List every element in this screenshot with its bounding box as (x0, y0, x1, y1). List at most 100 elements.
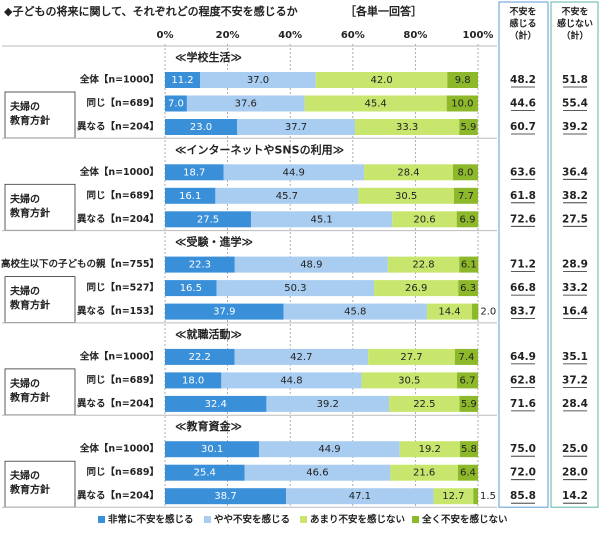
total-label: 28.4 (562, 398, 588, 410)
bar-segment (165, 95, 187, 112)
bar-segment (457, 372, 478, 389)
bar-segment (473, 488, 478, 505)
value-label: 22.3 (189, 260, 211, 271)
section-title: ≪インターネットやSNSの利用≫ (175, 142, 344, 156)
value-label: 30.5 (398, 375, 420, 386)
bar-segment (216, 280, 375, 297)
value-label: 23.0 (190, 122, 212, 133)
section-title: ≪学校生活≫ (175, 50, 242, 64)
legend-swatch (204, 516, 211, 523)
total-label: 72.6 (510, 213, 536, 225)
bar-segment (387, 256, 460, 273)
bar-segment (286, 488, 434, 505)
legend-label: 全く不安を感じない (421, 514, 508, 526)
bar-segment (452, 164, 478, 181)
row-label: 全体【n=1000】 (79, 166, 159, 178)
value-label: 16.1 (179, 191, 201, 202)
total-label: 71.6 (510, 398, 536, 410)
bar-segment (165, 464, 245, 481)
bar-segment (389, 395, 460, 412)
group-box (4, 460, 76, 508)
bar-segment (165, 280, 217, 297)
value-label: 18.7 (183, 167, 205, 178)
value-label: 7.4 (458, 352, 474, 363)
value-label: 42.0 (370, 75, 392, 86)
value-label: 14.4 (438, 307, 460, 318)
value-label: 18.0 (182, 375, 204, 386)
value-label: 45.8 (344, 307, 366, 318)
value-label: 33.3 (396, 122, 418, 133)
total-label: 55.4 (562, 98, 588, 110)
bar-segment (165, 303, 284, 320)
value-label: 21.6 (413, 468, 435, 479)
value-label: 9.8 (455, 75, 471, 86)
value-label: 5.8 (461, 444, 477, 455)
value-label: 12.7 (442, 491, 464, 502)
x-tick-label: 100% (463, 30, 494, 41)
value-label: 37.7 (285, 122, 307, 133)
value-label: 2.0 (480, 307, 496, 318)
bar-segment (283, 303, 427, 320)
bar-segment (304, 95, 447, 112)
column-box (498, 1, 549, 508)
total-label: 39.2 (562, 121, 588, 133)
value-label: 10.0 (451, 99, 473, 110)
value-label: 6.7 (460, 375, 476, 386)
bar-segment (426, 303, 473, 320)
total-label: 16.4 (562, 306, 588, 318)
bar-segment (215, 187, 359, 204)
row-label: 同じ【n=527】 (86, 282, 159, 294)
row-label: 異なる【n=153】 (77, 305, 159, 317)
total-label: 28.9 (562, 259, 588, 271)
row-label: 異なる【n=204】 (77, 397, 159, 409)
section-title: ≪教育資金≫ (175, 419, 242, 433)
bar-segment (259, 441, 400, 458)
row-label: 異なる【n=204】 (77, 490, 159, 502)
x-tick-label: 0% (157, 30, 174, 41)
total-label: 44.6 (510, 98, 536, 110)
bar-segment (236, 119, 355, 135)
total-label: 27.5 (562, 213, 588, 225)
row-label: 全体【n=1000】 (79, 443, 159, 455)
bar-segment (374, 280, 459, 297)
total-label: 75.0 (510, 443, 536, 455)
column-header: 感じる (509, 18, 536, 30)
bar-segment (251, 211, 393, 228)
value-label: 11.2 (171, 75, 193, 86)
bar-segment (200, 72, 316, 88)
value-label: 30.1 (201, 444, 223, 455)
total-label: 14.2 (562, 490, 588, 502)
bar-segment (453, 187, 478, 204)
value-label: 38.7 (214, 491, 236, 502)
value-label: 6.1 (461, 260, 477, 271)
bar-segment (165, 395, 267, 412)
value-label: 44.8 (280, 375, 302, 386)
bar-segment (364, 164, 453, 181)
chart-title: ◆子どもの将来に関して、それぞれどの程度不安を感じるか (4, 4, 298, 18)
group-box (4, 91, 76, 139)
total-label: 64.9 (510, 351, 536, 363)
value-label: 50.3 (284, 283, 306, 294)
total-label: 61.8 (510, 190, 536, 202)
legend-swatch (412, 516, 419, 523)
bar-segment (358, 187, 454, 204)
total-label: 66.8 (510, 282, 536, 294)
row-label: 同じ【n=689】 (86, 97, 159, 109)
total-label: 36.4 (562, 166, 588, 178)
row-label: 高校生以下の子どもの親【n=755】 (1, 258, 159, 270)
total-label: 33.2 (562, 282, 588, 294)
bar-segment (454, 348, 478, 365)
group-box (4, 368, 76, 416)
value-label: 22.2 (189, 352, 211, 363)
value-label: 44.9 (283, 167, 305, 178)
column-header: （計） (509, 30, 536, 42)
value-label: 45.7 (276, 191, 298, 202)
value-label: 42.7 (290, 352, 312, 363)
group-label: 夫婦の (9, 469, 40, 482)
value-label: 16.5 (180, 283, 202, 294)
row-label: 異なる【n=204】 (77, 121, 159, 133)
column-header: 不安を (509, 6, 536, 18)
row-label: 同じ【n=689】 (86, 466, 159, 478)
bar-segment (234, 256, 388, 273)
